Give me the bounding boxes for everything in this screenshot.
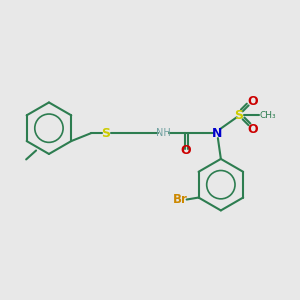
- Text: S: S: [101, 127, 110, 140]
- Text: O: O: [180, 145, 190, 158]
- Text: Br: Br: [173, 193, 188, 206]
- Text: CH₃: CH₃: [259, 111, 276, 120]
- Text: NH: NH: [156, 128, 171, 138]
- Text: N: N: [212, 127, 222, 140]
- Text: S: S: [234, 109, 243, 122]
- Text: O: O: [247, 95, 258, 108]
- Text: O: O: [247, 123, 258, 136]
